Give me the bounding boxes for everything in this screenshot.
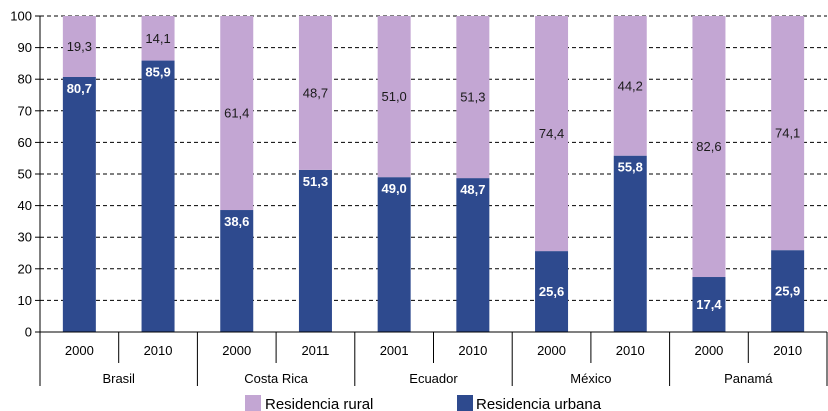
bar-rural bbox=[692, 16, 726, 278]
bar-rural bbox=[535, 16, 569, 252]
data-label-urban: 51,3 bbox=[303, 174, 328, 189]
y-tick-label: 20 bbox=[18, 261, 32, 276]
bar-rural bbox=[298, 16, 332, 170]
bar-urban bbox=[771, 250, 805, 332]
data-label-urban: 38,6 bbox=[224, 214, 249, 229]
data-label-urban: 25,6 bbox=[539, 284, 564, 299]
x-tick-label: 2000 bbox=[694, 343, 723, 358]
data-label-urban: 85,9 bbox=[145, 65, 170, 80]
data-label-rural: 14,1 bbox=[145, 31, 170, 46]
grid-lines bbox=[40, 15, 827, 301]
x-tick-label: 2010 bbox=[458, 343, 487, 358]
data-label-rural: 19,3 bbox=[67, 39, 92, 54]
data-label-rural: 44,2 bbox=[618, 78, 643, 93]
legend: Residencia rural Residencia urbana bbox=[245, 395, 602, 411]
group-label: Ecuador bbox=[409, 371, 458, 386]
legend-label-urban: Residencia urbana bbox=[476, 396, 602, 411]
bar-rural bbox=[62, 16, 96, 77]
y-tick-label: 100 bbox=[10, 9, 32, 24]
bar-urban bbox=[535, 251, 569, 332]
legend-swatch-rural bbox=[245, 395, 261, 411]
data-label-urban: 80,7 bbox=[67, 81, 92, 96]
data-label-rural: 82,6 bbox=[696, 139, 721, 154]
y-tick-label: 70 bbox=[18, 103, 32, 118]
x-tick-label: 2010 bbox=[773, 343, 802, 358]
y-tick-label: 60 bbox=[18, 135, 32, 150]
data-label-urban: 25,9 bbox=[775, 284, 800, 299]
y-tick-label: 30 bbox=[18, 230, 32, 245]
bar-rural bbox=[456, 16, 490, 179]
data-label-urban: 17,4 bbox=[696, 297, 722, 312]
y-tick-label: 80 bbox=[18, 72, 32, 87]
bar-rural bbox=[613, 16, 647, 156]
bars bbox=[62, 16, 805, 332]
data-label-rural: 74,4 bbox=[539, 126, 564, 141]
y-tick-label: 50 bbox=[18, 167, 32, 182]
bar-urban bbox=[613, 155, 647, 332]
data-label-rural: 51,0 bbox=[381, 89, 406, 104]
bar-urban bbox=[298, 169, 332, 332]
legend-swatch-urban bbox=[457, 395, 473, 411]
bar-urban bbox=[62, 76, 96, 332]
group-label: Panamá bbox=[724, 371, 773, 386]
bar-rural bbox=[377, 16, 411, 178]
x-tick-label: 2010 bbox=[144, 343, 173, 358]
data-label-rural: 48,7 bbox=[303, 85, 328, 100]
x-tick-label: 2010 bbox=[616, 343, 645, 358]
bar-urban bbox=[141, 60, 175, 332]
x-tick-label: 2011 bbox=[301, 343, 329, 358]
x-tick-label: 2001 bbox=[380, 343, 409, 358]
group-label: Brasil bbox=[102, 371, 135, 386]
data-label-urban: 48,7 bbox=[460, 182, 485, 197]
bar-urban bbox=[692, 277, 726, 332]
group-label: Costa Rica bbox=[244, 371, 308, 386]
bar-rural bbox=[141, 16, 175, 61]
data-label-rural: 61,4 bbox=[224, 106, 249, 121]
data-labels: 80,7 19,3 85,9 14,1 38,6 61,4 51,3 48,7 49,0 51,0… bbox=[67, 31, 801, 312]
bar-urban bbox=[456, 178, 490, 332]
y-tick-label: 10 bbox=[18, 293, 32, 308]
data-label-rural: 74,1 bbox=[775, 126, 800, 141]
y-tick-label: 0 bbox=[25, 325, 32, 340]
x-tick-label: 2000 bbox=[537, 343, 566, 358]
legend-label-rural: Residencia rural bbox=[265, 396, 373, 411]
bar-rural bbox=[771, 16, 805, 251]
bar-urban bbox=[220, 210, 254, 332]
bar-urban bbox=[377, 177, 411, 332]
group-label: México bbox=[570, 371, 611, 386]
y-tick-label: 90 bbox=[18, 40, 32, 55]
x-tick-label: 2000 bbox=[65, 343, 94, 358]
data-label-urban: 55,8 bbox=[618, 160, 643, 175]
x-tick-label: 2000 bbox=[222, 343, 251, 358]
axes: 0 10 20 30 40 50 60 70 80 90 100 2000 2010 2000 2011 20… bbox=[10, 9, 828, 386]
bar-rural bbox=[220, 16, 254, 211]
y-tick-label: 40 bbox=[18, 198, 32, 213]
data-label-urban: 49,0 bbox=[381, 181, 406, 196]
data-label-rural: 51,3 bbox=[460, 90, 485, 105]
